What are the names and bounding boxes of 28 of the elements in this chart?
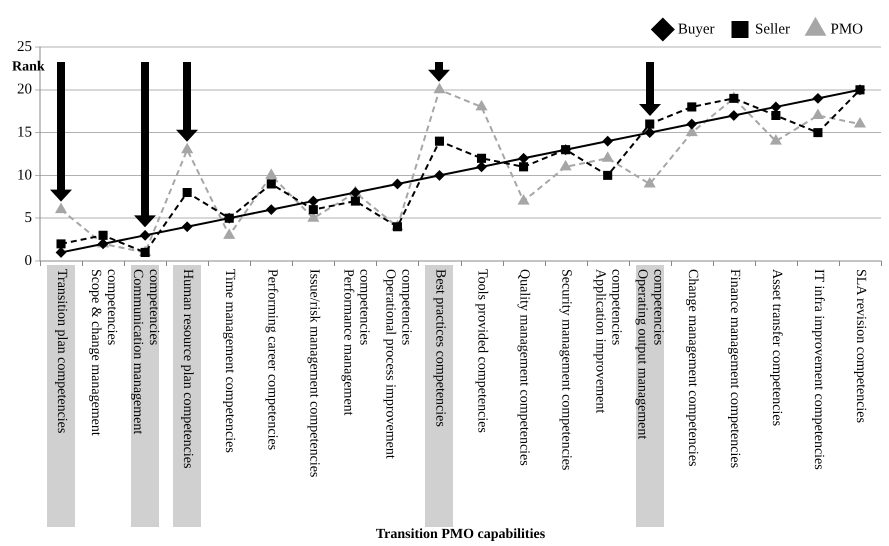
x-tick-label: Application improvement competencies [592, 269, 624, 416]
y-tick-label: 10 [17, 167, 32, 184]
x-tick-label: Finance management competencies [726, 269, 742, 468]
x-tick-label: SLA revision competencies [852, 269, 868, 423]
x-tick-label: Time management competencies [221, 269, 238, 453]
y-tick-label: 15 [17, 124, 32, 141]
y-axis-title: Rank [12, 60, 45, 75]
legend-label: Buyer [678, 21, 715, 38]
x-tick-label: Quality management competencies [516, 269, 532, 466]
y-tick-label: 25 [17, 38, 32, 55]
x-tick-label: Performing career competencies [263, 269, 280, 450]
x-tick-label: Change management competencies [684, 269, 700, 466]
x-tick-label: Performance management competencies [339, 269, 372, 418]
legend-label: PMO [830, 21, 864, 38]
legend-label: Seller [755, 21, 790, 38]
y-tick-label: 20 [17, 82, 32, 98]
x-tick-label: IT infra improvement competencies [810, 269, 826, 470]
y-tick-label: 0 [24, 252, 32, 269]
x-tick-label: Security management competencies [558, 269, 574, 470]
x-tick-label: Issue/risk management competencies [305, 269, 322, 478]
y-tick-label: 5 [24, 210, 32, 226]
x-tick-label: Asset transfer competencies [768, 269, 784, 426]
x-tick-label: Best practices competencies [431, 269, 448, 427]
x-axis-title: Transition PMO capabilities [376, 527, 546, 542]
x-tick-label: Tools provided competencies [474, 269, 490, 433]
x-tick-label: Scope & change management competencies [87, 269, 120, 438]
x-tick-label: Transition plan competencies [53, 269, 70, 434]
x-tick-label: Human resource plan competencies [179, 269, 196, 468]
